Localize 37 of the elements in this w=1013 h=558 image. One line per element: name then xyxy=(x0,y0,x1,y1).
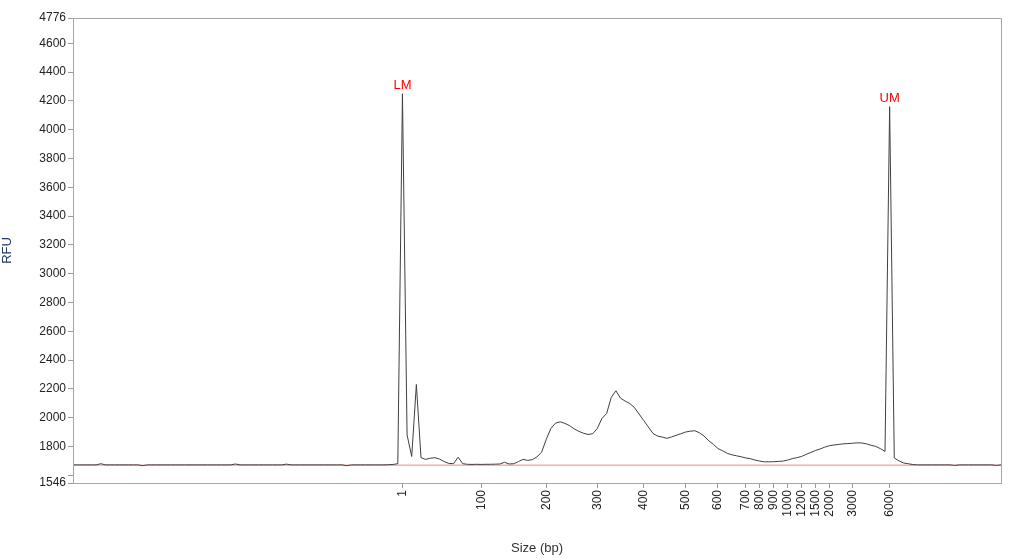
y-tick-label: 4600 xyxy=(39,35,67,50)
y-tick-label: 2400 xyxy=(39,352,67,367)
x-tick-label: 900 xyxy=(765,489,780,511)
y-tick-label: 3000 xyxy=(39,265,67,280)
x-tick-label: 6000 xyxy=(881,489,896,517)
x-tick-label: 500 xyxy=(677,489,692,511)
y-tick-label: 2800 xyxy=(39,294,67,309)
annotation: LM xyxy=(393,76,412,92)
x-tick-label: 700 xyxy=(738,489,753,511)
y-tick-label: 3400 xyxy=(39,208,67,223)
y-tick-label: 4200 xyxy=(39,93,67,108)
x-tick-label: 1000 xyxy=(779,489,794,517)
y-tick-label: 1800 xyxy=(39,438,67,453)
x-tick-label: 100 xyxy=(473,489,488,511)
x-tick-label: 1 xyxy=(394,489,409,497)
y-tick-label: 4000 xyxy=(39,122,67,137)
x-tick-label: 200 xyxy=(538,489,553,511)
x-tick-label: 1500 xyxy=(807,489,822,517)
y-tick-label: 3800 xyxy=(39,150,67,165)
y-tick-label: 4400 xyxy=(39,64,67,79)
y-tick-label: 2200 xyxy=(39,381,67,396)
x-tick-label: 3000 xyxy=(844,489,859,517)
x-tick-label: 300 xyxy=(589,489,604,511)
x-tick-label: 600 xyxy=(710,489,725,511)
x-tick-label: 2000 xyxy=(821,489,836,517)
y-tick-label: 1546 xyxy=(39,475,67,490)
y-tick-label: 2000 xyxy=(39,409,67,424)
y-axis-title: RFU xyxy=(0,237,15,264)
y-tick-label: 4776 xyxy=(39,10,67,25)
x-tick-label: 800 xyxy=(752,489,767,511)
y-tick-label: 3200 xyxy=(39,237,67,252)
x-tick-label: 1200 xyxy=(793,489,808,517)
y-tick-label: 2600 xyxy=(39,323,67,338)
x-axis-title: Size (bp) xyxy=(510,539,564,555)
y-tick-label: 3600 xyxy=(39,179,67,194)
annotation: UM xyxy=(879,89,900,105)
x-tick-label: 400 xyxy=(636,489,651,511)
